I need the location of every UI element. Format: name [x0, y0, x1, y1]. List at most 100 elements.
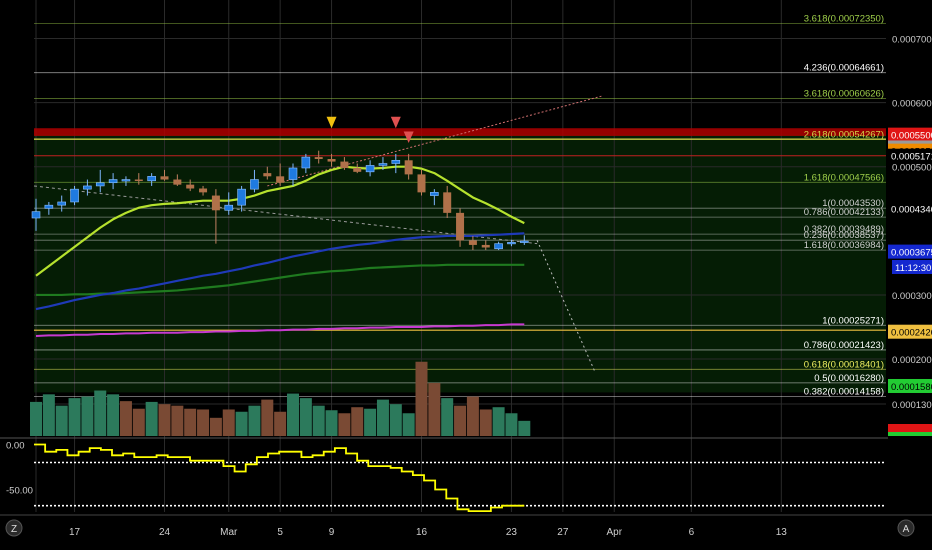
- volume-bar: [235, 411, 248, 436]
- time-tick-label: Apr: [606, 527, 622, 538]
- countdown-label: 11:12:30: [895, 263, 931, 274]
- price-badge-partial: [888, 432, 932, 436]
- volume-bar: [132, 408, 145, 436]
- candle-body: [237, 188, 246, 206]
- candle-body: [70, 188, 79, 203]
- candle-body: [340, 161, 349, 168]
- volume-bar: [209, 417, 222, 436]
- time-tick-label: 5: [277, 527, 283, 538]
- ema-fast-line: [35, 165, 525, 277]
- fib-label: 1(0.00025271): [822, 315, 884, 326]
- oscillator-line: [34, 443, 525, 512]
- price-badge: [888, 378, 932, 393]
- volume-bar: [171, 405, 184, 436]
- volume-bar: [55, 405, 68, 436]
- candle-body: [288, 167, 298, 180]
- volume-bar: [402, 413, 415, 436]
- candle-body: [494, 243, 503, 250]
- time-axis[interactable]: 17 24 Mar 5 9 16 23 27 Apr 6 13 Z A: [0, 514, 932, 538]
- price-tick-label: 0.00050000: [892, 163, 932, 174]
- auto-scale-button-label[interactable]: A: [903, 524, 910, 535]
- price-badge: [888, 324, 932, 339]
- volume-bar: [376, 399, 389, 436]
- auto-scale-button-circle[interactable]: [897, 519, 915, 537]
- volume-bar: [479, 409, 492, 436]
- fib-label: 0.618(0.00018401): [804, 359, 884, 370]
- candle-body: [211, 195, 220, 211]
- volume-bar: [81, 396, 94, 436]
- candle-body: [173, 179, 182, 185]
- ema-slow-line: [36, 263, 525, 297]
- candle-body: [481, 244, 490, 248]
- candle-body: [31, 211, 41, 219]
- candle-body: [365, 165, 375, 173]
- price-badge-partial: [888, 424, 932, 432]
- candle-body: [443, 192, 452, 213]
- volume-bar: [466, 396, 479, 436]
- price-tick-label: 0.00030000: [892, 291, 932, 302]
- price-tick-label: 0.00070000: [892, 34, 932, 45]
- candle-body: [134, 179, 143, 182]
- candle-body: [391, 159, 401, 164]
- zoom-button[interactable]: Z: [5, 519, 23, 537]
- candle-body: [250, 179, 259, 190]
- signal-arrow-red[interactable]: [403, 131, 414, 143]
- price-badge-label: 0.00015800: [891, 382, 932, 393]
- price-badge: [888, 127, 932, 142]
- price-badge-label: 0.00043469: [891, 205, 932, 216]
- signal-arrow-yellow[interactable]: [326, 116, 337, 129]
- candle-body: [507, 242, 516, 245]
- price-badge-label: 0.00024267: [891, 328, 932, 339]
- candle-body: [417, 174, 426, 193]
- fib-label: 0.5(0.00016280): [814, 373, 884, 384]
- zoom-button-circle[interactable]: [5, 519, 23, 537]
- candle-body: [276, 176, 285, 183]
- volume-bar: [325, 410, 338, 436]
- ema-long-line: [35, 323, 525, 337]
- volume-bar: [145, 401, 158, 436]
- fib-label: 1(0.00043530): [822, 198, 884, 209]
- countdown-badge: [892, 259, 932, 274]
- volume-bar: [364, 408, 377, 436]
- fib-label: 0.382(0.00039489): [804, 224, 884, 235]
- volume-bar: [312, 405, 325, 436]
- auto-scale-button[interactable]: A: [897, 519, 915, 537]
- volume-bar: [389, 404, 402, 436]
- volume-bar: [158, 404, 171, 436]
- volume-bar: [505, 413, 518, 436]
- zoom-button-label[interactable]: Z: [11, 524, 17, 535]
- ema-mid-line: [35, 232, 525, 311]
- volume-bar: [415, 361, 428, 436]
- price-panel[interactable]: 3.618(0.00072350) 4.236(0.00064661) 3.618(…: [30, 0, 886, 512]
- candle-body: [224, 204, 234, 211]
- candle-body: [301, 156, 311, 169]
- candle-body: [57, 201, 67, 206]
- candle-body: [263, 173, 272, 177]
- candle-body: [327, 159, 336, 162]
- candle-body: [186, 184, 195, 189]
- candle-body: [147, 176, 156, 182]
- time-tick-label: 6: [689, 527, 695, 538]
- volume-bar: [197, 409, 210, 436]
- candle-body: [468, 240, 477, 245]
- volume-bar: [222, 409, 235, 436]
- oscillator-panel[interactable]: 0.00 -50.00: [0, 437, 932, 512]
- time-tick-label: 9: [329, 527, 335, 538]
- price-badge-label: 0.00051717: [891, 152, 932, 163]
- volume-bar: [492, 407, 505, 436]
- volume-bar: [518, 420, 531, 436]
- oscillator-tick-label: 0.00: [6, 441, 25, 452]
- candle-body: [378, 163, 388, 166]
- price-axis[interactable]: 0.00070000 0.00060000 0.00050000 0.00030000…: [888, 0, 932, 512]
- price-badge: [888, 201, 932, 216]
- volume-bar: [261, 399, 274, 436]
- time-tick-label: Mar: [220, 527, 238, 538]
- oscillator-tick-label: -50.00: [6, 486, 33, 497]
- candle-body: [108, 179, 118, 184]
- volume-bar: [338, 413, 351, 436]
- volume-bar: [42, 394, 55, 436]
- trendline-down: [33, 185, 538, 245]
- signal-arrow-red[interactable]: [390, 116, 401, 129]
- volume-bar: [248, 405, 261, 436]
